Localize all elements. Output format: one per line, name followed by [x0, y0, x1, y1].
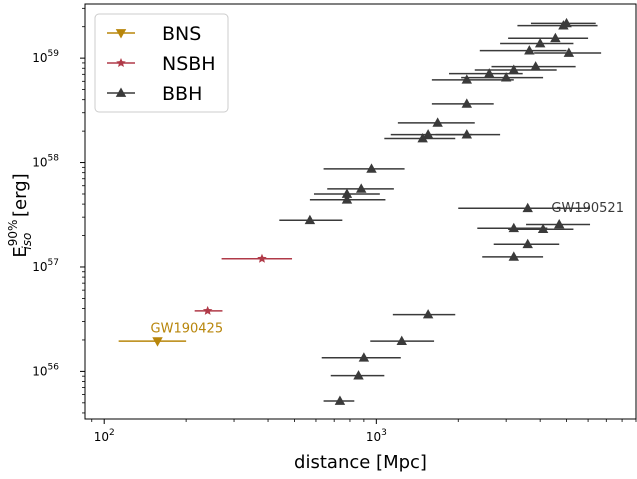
- nsbh-point-0: [202, 305, 213, 315]
- bns-point-0: [152, 337, 163, 347]
- bbh-point-28: [396, 335, 407, 345]
- bbh-point-21: [522, 202, 533, 213]
- legend-label-nsbh: NSBH: [162, 53, 216, 75]
- bbh-point-4: [524, 45, 535, 55]
- legend-label-bbh: BBH: [162, 83, 202, 105]
- legend-label-bns: BNS: [162, 23, 201, 45]
- y-tick-label-2: 1058: [32, 154, 59, 170]
- annotations: GW190425 GW190521: [151, 201, 624, 336]
- bbh-point-15: [417, 132, 428, 143]
- bbh-point-30: [353, 370, 364, 380]
- bbh-point-5: [563, 47, 575, 57]
- bbh-point-7: [508, 64, 520, 74]
- plot-frame: [84, 3, 637, 420]
- legend-marker-bns: [115, 29, 127, 39]
- bbh-point-11: [461, 98, 473, 108]
- bbh-point-6: [530, 61, 541, 71]
- legend-marker-nsbh: [116, 58, 126, 68]
- annotation-1: GW190521: [551, 201, 624, 216]
- bbh-point-22: [553, 219, 565, 229]
- bbh-point-20: [304, 214, 316, 225]
- y-axis-ticks: 1056 1057 1058 1059: [32, 7, 85, 414]
- legend: BNS NSBH BBH: [94, 13, 229, 113]
- bbh-point-23: [508, 222, 520, 233]
- bbh-point-13: [422, 129, 434, 139]
- y-tick-label-1: 1057: [32, 258, 59, 274]
- bbh-point-3: [534, 38, 546, 48]
- bbh-point-31: [334, 395, 346, 405]
- bbh-point-24: [537, 223, 549, 234]
- x-tick-label-0: 102: [94, 428, 115, 444]
- bbh-point-2: [550, 32, 561, 43]
- bbh-point-25: [522, 238, 533, 249]
- bbh-point-14: [461, 129, 473, 139]
- bbh-point-10: [461, 74, 473, 84]
- nsbh-point-1: [257, 253, 267, 263]
- bbh-point-8: [484, 68, 495, 78]
- bbh-point-26: [508, 251, 520, 261]
- bbh-point-19: [341, 194, 353, 204]
- y-tick-label-0: 1056: [32, 362, 59, 378]
- bbh-point-1: [558, 20, 569, 30]
- markers: [152, 17, 575, 405]
- bbh-point-9: [500, 72, 512, 82]
- y-tick-label-3: 1059: [32, 49, 59, 65]
- x-axis-ticks: 102 103: [91, 419, 637, 444]
- y-axis-label: E90%iso [erg]: [6, 173, 34, 257]
- x-tick-label-1: 103: [366, 428, 387, 444]
- bbh-point-18: [341, 188, 353, 198]
- bbh-point-29: [358, 352, 370, 362]
- bbh-point-16: [366, 163, 377, 173]
- x-axis-label: distance [Mpc]: [294, 452, 427, 473]
- annotation-0: GW190425: [151, 322, 224, 337]
- legend-box: [94, 13, 229, 113]
- bbh-point-12: [432, 117, 443, 127]
- legend-marker-bbh: [115, 87, 127, 97]
- bbh-point-17: [355, 183, 367, 193]
- bbh-point-27: [422, 309, 434, 319]
